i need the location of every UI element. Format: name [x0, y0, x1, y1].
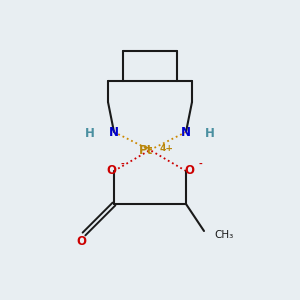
Text: N: N [109, 125, 119, 139]
Text: H: H [85, 127, 95, 140]
Text: Pt: Pt [138, 143, 153, 157]
Text: H: H [205, 127, 215, 140]
Text: CH₃: CH₃ [214, 230, 234, 240]
Text: N: N [181, 125, 191, 139]
Text: O: O [106, 164, 116, 178]
Text: O: O [76, 235, 86, 248]
Text: 4+: 4+ [160, 144, 173, 153]
Text: O: O [184, 164, 194, 178]
Text: -: - [121, 160, 124, 169]
Text: -: - [199, 160, 202, 169]
